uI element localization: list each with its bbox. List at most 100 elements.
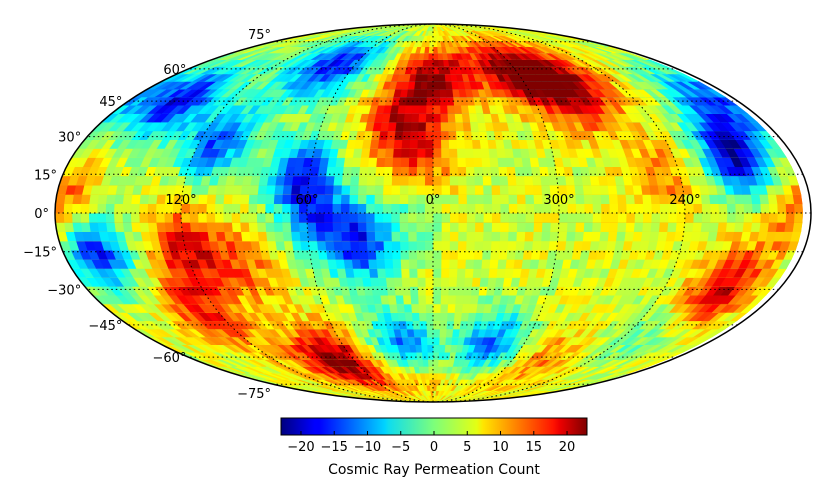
- heatmap-cell: [401, 130, 411, 140]
- heatmap-cell: [232, 184, 243, 195]
- heatmap-cell: [608, 222, 618, 232]
- heatmap-cell: [473, 175, 484, 186]
- heatmap-cell: [432, 66, 440, 75]
- heatmap-cell: [457, 184, 467, 195]
- heatmap-cell: [426, 88, 434, 98]
- heatmap-cell: [197, 222, 208, 232]
- heatmap-cell: [783, 194, 795, 204]
- heatmap-cell: [549, 222, 560, 232]
- heatmap-cell: [438, 344, 446, 353]
- heatmap-cell: [441, 203, 451, 214]
- heatmap-cell: [385, 277, 395, 287]
- heatmap-cell: [424, 277, 434, 287]
- heatmap-cell: [239, 203, 249, 214]
- heatmap-cell: [402, 121, 412, 132]
- heatmap-cell: [222, 194, 233, 204]
- heatmap-cell: [591, 194, 602, 204]
- heatmap-cell: [472, 157, 483, 167]
- heatmap-cell: [163, 212, 174, 223]
- heatmap-cell: [508, 203, 518, 214]
- heatmap-cell: [63, 222, 74, 232]
- heatmap-cell: [625, 212, 635, 223]
- heatmap-cell: [432, 121, 441, 132]
- heatmap-cell: [504, 258, 515, 269]
- heatmap-cell: [474, 184, 484, 195]
- heatmap-cell: [466, 222, 476, 232]
- heatmap-cell: [418, 104, 427, 114]
- heatmap-cell: [390, 203, 400, 214]
- heatmap-cell: [592, 212, 602, 223]
- heatmap-cell: [441, 212, 451, 223]
- heatmap-cell: [349, 175, 360, 186]
- heatmap-cell: [457, 203, 467, 214]
- heatmap-cell: [516, 222, 526, 232]
- heatmap-cell: [592, 203, 602, 214]
- heatmap-cell: [291, 175, 302, 186]
- heatmap-cell: [63, 212, 73, 223]
- heatmap-cell: [71, 203, 81, 214]
- heatmap-cell: [634, 203, 644, 214]
- heatmap-cell: [453, 312, 462, 322]
- heatmap-cell: [457, 175, 467, 186]
- heatmap-cell: [580, 175, 592, 186]
- heatmap-cell: [582, 184, 593, 195]
- heatmap-cell: [383, 157, 394, 167]
- heatmap-cell: [432, 320, 441, 330]
- heatmap-cell: [432, 303, 441, 313]
- heatmap-cell: [273, 222, 283, 232]
- heatmap-cell: [419, 336, 428, 346]
- heatmap-cell: [734, 203, 745, 214]
- heatmap-cell: [155, 203, 165, 214]
- heatmap-cell: [432, 384, 437, 391]
- colorbar-tick-label: −20: [287, 440, 314, 455]
- colorbar: −20 −15 −10 −5 0 5 10 15 20 Cosmic Ray Permeatio…: [280, 417, 588, 478]
- heatmap-cell: [480, 268, 490, 278]
- colorbar-tick-label: 15: [526, 440, 543, 455]
- heatmap-cell: [444, 81, 453, 90]
- latitude-label: −30°: [47, 283, 81, 298]
- heatmap-cell: [776, 212, 787, 223]
- heatmap-cell: [368, 268, 379, 278]
- heatmap-cell: [323, 203, 333, 214]
- heatmap-cell: [550, 212, 560, 223]
- heatmap-cell: [575, 203, 585, 214]
- heatmap-cell: [426, 344, 434, 353]
- heatmap-cell: [615, 231, 626, 242]
- heatmap-cell: [55, 203, 65, 214]
- heatmap-cell: [222, 212, 232, 223]
- heatmap-cell: [448, 139, 458, 149]
- heatmap-cell: [616, 194, 627, 204]
- heatmap-cell: [608, 194, 618, 204]
- heatmap-cell: [348, 212, 358, 223]
- heatmap-cell: [257, 184, 268, 195]
- heatmap-cell: [426, 73, 434, 82]
- heatmap-cell: [375, 258, 386, 269]
- heatmap-cell: [598, 231, 609, 242]
- heatmap-cell: [432, 328, 440, 338]
- heatmap-cell: [147, 222, 158, 232]
- heatmap-cell: [400, 148, 410, 158]
- heatmap-cell: [471, 139, 481, 149]
- heatmap-cell: [290, 222, 300, 232]
- heatmap-cell: [440, 184, 451, 195]
- heatmap-cell: [640, 184, 651, 195]
- heatmap-cell: [533, 212, 543, 223]
- colorbar-tick-label: 20: [559, 440, 576, 455]
- heatmap-cell: [399, 184, 409, 195]
- heatmap-cell: [499, 222, 509, 232]
- heatmap-cell: [642, 212, 652, 223]
- heatmap-cell: [464, 268, 474, 278]
- heatmap-cell: [793, 212, 803, 223]
- heatmap-cell: [580, 240, 592, 251]
- heatmap-cell: [147, 194, 158, 204]
- heatmap-cell: [758, 222, 769, 232]
- heatmap-cell: [121, 212, 132, 223]
- heatmap-cell: [440, 258, 450, 269]
- heatmap-cell: [426, 328, 434, 338]
- heatmap-cell: [590, 231, 601, 242]
- heatmap-cell: [445, 320, 455, 330]
- heatmap-cell: [189, 222, 200, 232]
- heatmap-cell: [298, 222, 308, 232]
- heatmap-cell: [376, 148, 386, 158]
